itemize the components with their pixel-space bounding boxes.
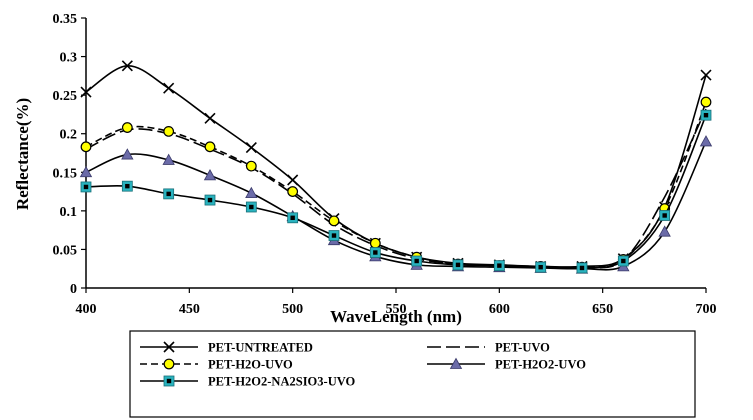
x-marker-stroke	[163, 82, 175, 94]
series-pet-untreated	[80, 60, 712, 272]
series-line	[85, 108, 707, 269]
x-axis-title: WaveLength (nm)	[330, 307, 462, 326]
data-point	[80, 141, 92, 153]
data-point	[700, 69, 712, 81]
x-marker-stroke	[287, 174, 299, 186]
data-point	[203, 169, 217, 181]
data-point-center	[579, 265, 585, 271]
x-tick-label: 450	[179, 302, 200, 317]
data-point-center	[538, 264, 543, 270]
data-point-center	[373, 250, 378, 255]
x-tick-label: 600	[489, 302, 510, 317]
data-point	[369, 237, 381, 249]
data-point-center	[207, 197, 213, 203]
x-marker-stroke	[204, 112, 216, 124]
series-line	[85, 65, 707, 268]
y-tick-label: 0.15	[53, 166, 78, 181]
legend-label: PET-UVO	[495, 341, 550, 355]
series-pet-h2o-uvo	[80, 96, 712, 273]
data-point-center	[414, 258, 419, 264]
legend-label: PET-H2O2-UVO	[495, 358, 586, 372]
legend-item: PET-H2O-UVO	[140, 358, 293, 372]
data-point	[162, 153, 175, 165]
legend: PET-UNTREATED PET-UVO PET-H2O-UVO PET-H2O2-…	[129, 330, 696, 418]
data-point	[245, 160, 257, 172]
x-tick-label: 500	[282, 302, 303, 317]
data-point	[204, 112, 216, 124]
data-point	[245, 186, 258, 199]
y-tick-label: 0.05	[53, 243, 78, 258]
x-axis-ticks: 400 450 500 550 600 650 700	[76, 288, 717, 317]
series-line	[85, 101, 707, 269]
data-point-center	[621, 258, 626, 264]
data-point	[121, 148, 134, 160]
legend-item: PET-H2O2-NA2SIO3-UVO	[140, 375, 355, 389]
x-marker-stroke	[121, 60, 133, 72]
y-tick-label: 0.3	[60, 51, 78, 66]
x-tick-label: 550	[386, 302, 407, 317]
data-point	[163, 125, 175, 137]
legend-label: PET-H2O2-NA2SIO3-UVO	[208, 375, 355, 389]
data-point	[204, 141, 216, 153]
legend-marker	[163, 358, 175, 370]
x-tick-label: 650	[592, 302, 613, 317]
legend-label: PET-UNTREATED	[208, 341, 313, 355]
data-point-center	[497, 263, 502, 268]
data-point	[245, 142, 257, 154]
data-point-center	[662, 213, 667, 218]
series-layer	[79, 60, 713, 274]
legend-label: PET-H2O-UVO	[208, 358, 293, 372]
data-point	[80, 86, 92, 98]
data-point-center	[166, 191, 171, 197]
data-point-center	[455, 262, 461, 268]
series-pet-uvo	[85, 108, 707, 269]
data-point	[700, 96, 712, 108]
legend-item: PET-H2O2-UVO	[427, 358, 586, 372]
data-point	[121, 60, 133, 72]
y-tick-label: 0.25	[53, 89, 78, 104]
x-marker-stroke	[245, 142, 257, 154]
series-line	[85, 141, 707, 271]
y-tick-label: 0.35	[53, 12, 78, 27]
x-marker-stroke	[80, 86, 92, 98]
data-point	[658, 225, 671, 237]
data-point-center	[703, 113, 709, 118]
y-tick-label: 0.1	[60, 205, 78, 220]
data-point-center	[249, 204, 254, 210]
x-marker-stroke	[163, 341, 175, 353]
data-point	[163, 82, 175, 94]
legend-item: PET-UVO	[427, 341, 550, 355]
legend-marker	[163, 341, 175, 353]
data-point	[699, 135, 713, 147]
series-line	[85, 114, 707, 270]
y-tick-label: 0	[70, 282, 77, 297]
legend-box	[129, 330, 696, 418]
data-point-center	[83, 184, 89, 190]
legend-marker	[449, 357, 463, 369]
y-axis-ticks: 0 0.05 0.1 0.15 0.2 0.25 0.3 0.35	[53, 12, 86, 297]
plot-area	[85, 18, 706, 289]
data-point-center	[290, 215, 295, 220]
legend-item: PET-UNTREATED	[140, 341, 313, 355]
y-axis-title: Reflectance(%)	[13, 98, 32, 210]
data-point	[121, 122, 133, 133]
data-point-center	[125, 183, 130, 189]
series-pet-h2o2-na2sio3-uvo	[80, 109, 712, 274]
data-point	[79, 165, 93, 178]
legend-marker-center	[166, 378, 172, 384]
data-point	[287, 174, 299, 186]
y-tick-label: 0.2	[60, 128, 78, 143]
x-marker-stroke	[700, 69, 712, 81]
data-point	[328, 215, 340, 227]
x-tick-label: 700	[696, 302, 717, 317]
data-point	[287, 186, 299, 197]
data-point-center	[331, 233, 337, 238]
x-tick-label: 400	[76, 302, 97, 317]
